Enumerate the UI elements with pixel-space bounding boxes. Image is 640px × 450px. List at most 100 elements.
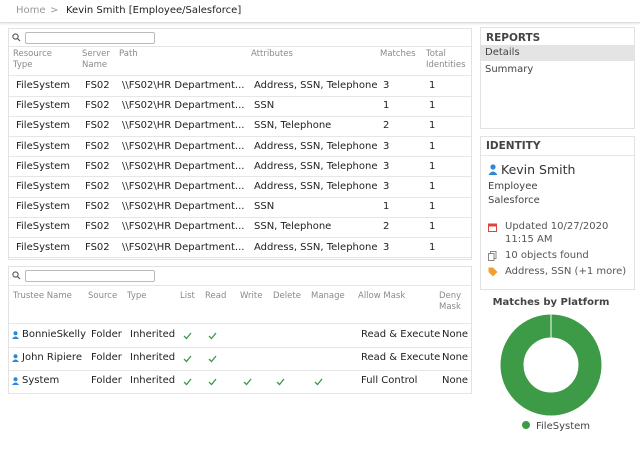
person-icon — [12, 377, 19, 385]
divider — [9, 369, 471, 371]
divider — [9, 115, 471, 117]
table-cell: FileSystem — [16, 221, 71, 233]
table-cell: FileSystem — [16, 100, 71, 112]
column-header: Trustee Name — [13, 291, 72, 301]
person-icon — [488, 164, 498, 175]
identity-role: Employee — [488, 181, 538, 192]
table-row[interactable]: John Ripiere Folder Inherited Read & Execut… — [9, 347, 471, 370]
breadcrumb-bar — [0, 0, 640, 23]
table-row[interactable]: FileSystem FS02 \\FS02\HR Department... SSN… — [9, 116, 471, 136]
table-row[interactable]: FileSystem FS02 \\FS02\HR Department... Add… — [9, 157, 471, 177]
table-row[interactable]: FileSystem FS02 \\FS02\HR Department... Add… — [9, 76, 471, 96]
check-mark — [208, 355, 217, 363]
table-cell: \\FS02\HR Department... — [122, 221, 245, 233]
table-cell: Inherited — [130, 375, 176, 386]
table-row[interactable]: FileSystem FS02 \\FS02\HR Department... Add… — [9, 177, 471, 197]
identity-updated-date: Updated 10/27/2020 — [505, 221, 609, 232]
table-row[interactable]: FileSystem FS02 \\FS02\HR Department... SSN… — [9, 217, 471, 237]
divider — [9, 176, 471, 178]
table-cell: 1 — [429, 140, 436, 152]
permissions-table: Trustee Name Source Type List Read Write Delet… — [8, 266, 472, 394]
table-cell: Inherited — [130, 329, 176, 340]
breadcrumb-separator: > — [50, 5, 59, 16]
divider — [9, 75, 471, 76]
table-cell: BonnieSkelly — [22, 329, 86, 340]
divider — [9, 135, 471, 137]
check-mark — [276, 378, 285, 386]
calendar-icon — [488, 223, 497, 232]
table-row[interactable]: FileSystem FS02 \\FS02\HR Department... SSN… — [9, 96, 471, 116]
table-cell: Read & Execute — [361, 329, 441, 340]
table-cell: FS02 — [85, 160, 110, 172]
check-icon — [183, 332, 192, 340]
report-item[interactable]: Details — [481, 45, 634, 61]
table-cell: \\FS02\HR Department... — [122, 160, 245, 172]
table-row[interactable]: FileSystem FS02 \\FS02\HR Department... Add… — [9, 137, 471, 157]
column-header: Type — [127, 291, 147, 301]
table-cell: Folder — [91, 329, 122, 340]
table-cell: FileSystem — [16, 181, 71, 192]
divider — [9, 95, 471, 97]
identity-name: Kevin Smith — [501, 162, 576, 177]
table-cell: \\FS02\HR Department... — [122, 120, 245, 132]
person-body — [12, 382, 19, 385]
column-header: Allow Mask — [358, 291, 406, 301]
person-head — [13, 331, 18, 336]
check-mark — [208, 378, 217, 386]
column-header: List — [180, 291, 195, 301]
table-cell: 3 — [383, 140, 390, 152]
table-row[interactable]: BonnieSkelly Folder Inherited Read & Execut… — [9, 324, 471, 347]
tag-icon — [488, 267, 498, 277]
table-cell: 2 — [383, 120, 390, 132]
divider — [9, 46, 471, 47]
table-cell: 3 — [383, 181, 390, 192]
identity-title: IDENTITY — [486, 140, 541, 152]
table-row[interactable]: System Folder Inherited Full Control None — [9, 370, 471, 393]
column-header: Write — [240, 291, 263, 301]
table-cell: FileSystem — [16, 241, 71, 253]
check-icon — [243, 378, 252, 386]
divider — [9, 285, 471, 286]
person-icon — [12, 331, 19, 339]
table-cell: FileSystem — [16, 160, 71, 172]
search-icon — [12, 33, 21, 42]
breadcrumb-home[interactable]: Home — [16, 5, 46, 16]
table-row[interactable]: FileSystem FS02 \\FS02\HR Department... Add… — [9, 238, 471, 258]
check-icon — [208, 355, 217, 363]
divider — [9, 392, 471, 394]
table-cell: FS02 — [85, 201, 110, 213]
column-header: Read — [205, 291, 227, 301]
person-head — [13, 354, 18, 359]
table-cell: \\FS02\HR Department... — [122, 80, 245, 91]
divider — [9, 156, 471, 158]
search-box[interactable] — [25, 32, 155, 44]
divider — [9, 346, 471, 348]
table-cell: Folder — [91, 375, 122, 386]
table-cell: FS02 — [85, 140, 110, 152]
search-box[interactable] — [25, 270, 155, 282]
report-item[interactable]: Summary — [485, 64, 534, 75]
check-mark — [183, 332, 192, 340]
table-row[interactable]: FileSystem FS02 \\FS02\HR Department... SSN… — [9, 197, 471, 217]
table-cell: 1 — [429, 241, 436, 253]
person-body — [12, 359, 19, 362]
divider — [9, 216, 471, 218]
table-cell: 3 — [383, 241, 390, 253]
files-table: Resource Type Server Name Path Attributes Ma… — [8, 28, 472, 260]
table-cell: 2 — [383, 221, 390, 233]
check-icon — [314, 378, 323, 386]
person-head — [13, 377, 18, 382]
table-cell: Address, SSN, Telephone — [254, 241, 378, 253]
table-cell: Read & Execute — [361, 352, 441, 363]
table-cell: System — [22, 375, 60, 386]
table-cell: Full Control — [361, 375, 418, 386]
check-mark — [243, 378, 252, 386]
search-icon — [12, 271, 21, 280]
legend-label: FileSystem — [536, 421, 590, 432]
column-header: Deny Mask — [439, 291, 462, 312]
divider — [9, 323, 471, 324]
table-cell: None — [442, 375, 469, 386]
table-cell: SSN, Telephone — [254, 120, 332, 132]
table-cell: 3 — [383, 80, 390, 91]
check-mark — [314, 378, 323, 386]
